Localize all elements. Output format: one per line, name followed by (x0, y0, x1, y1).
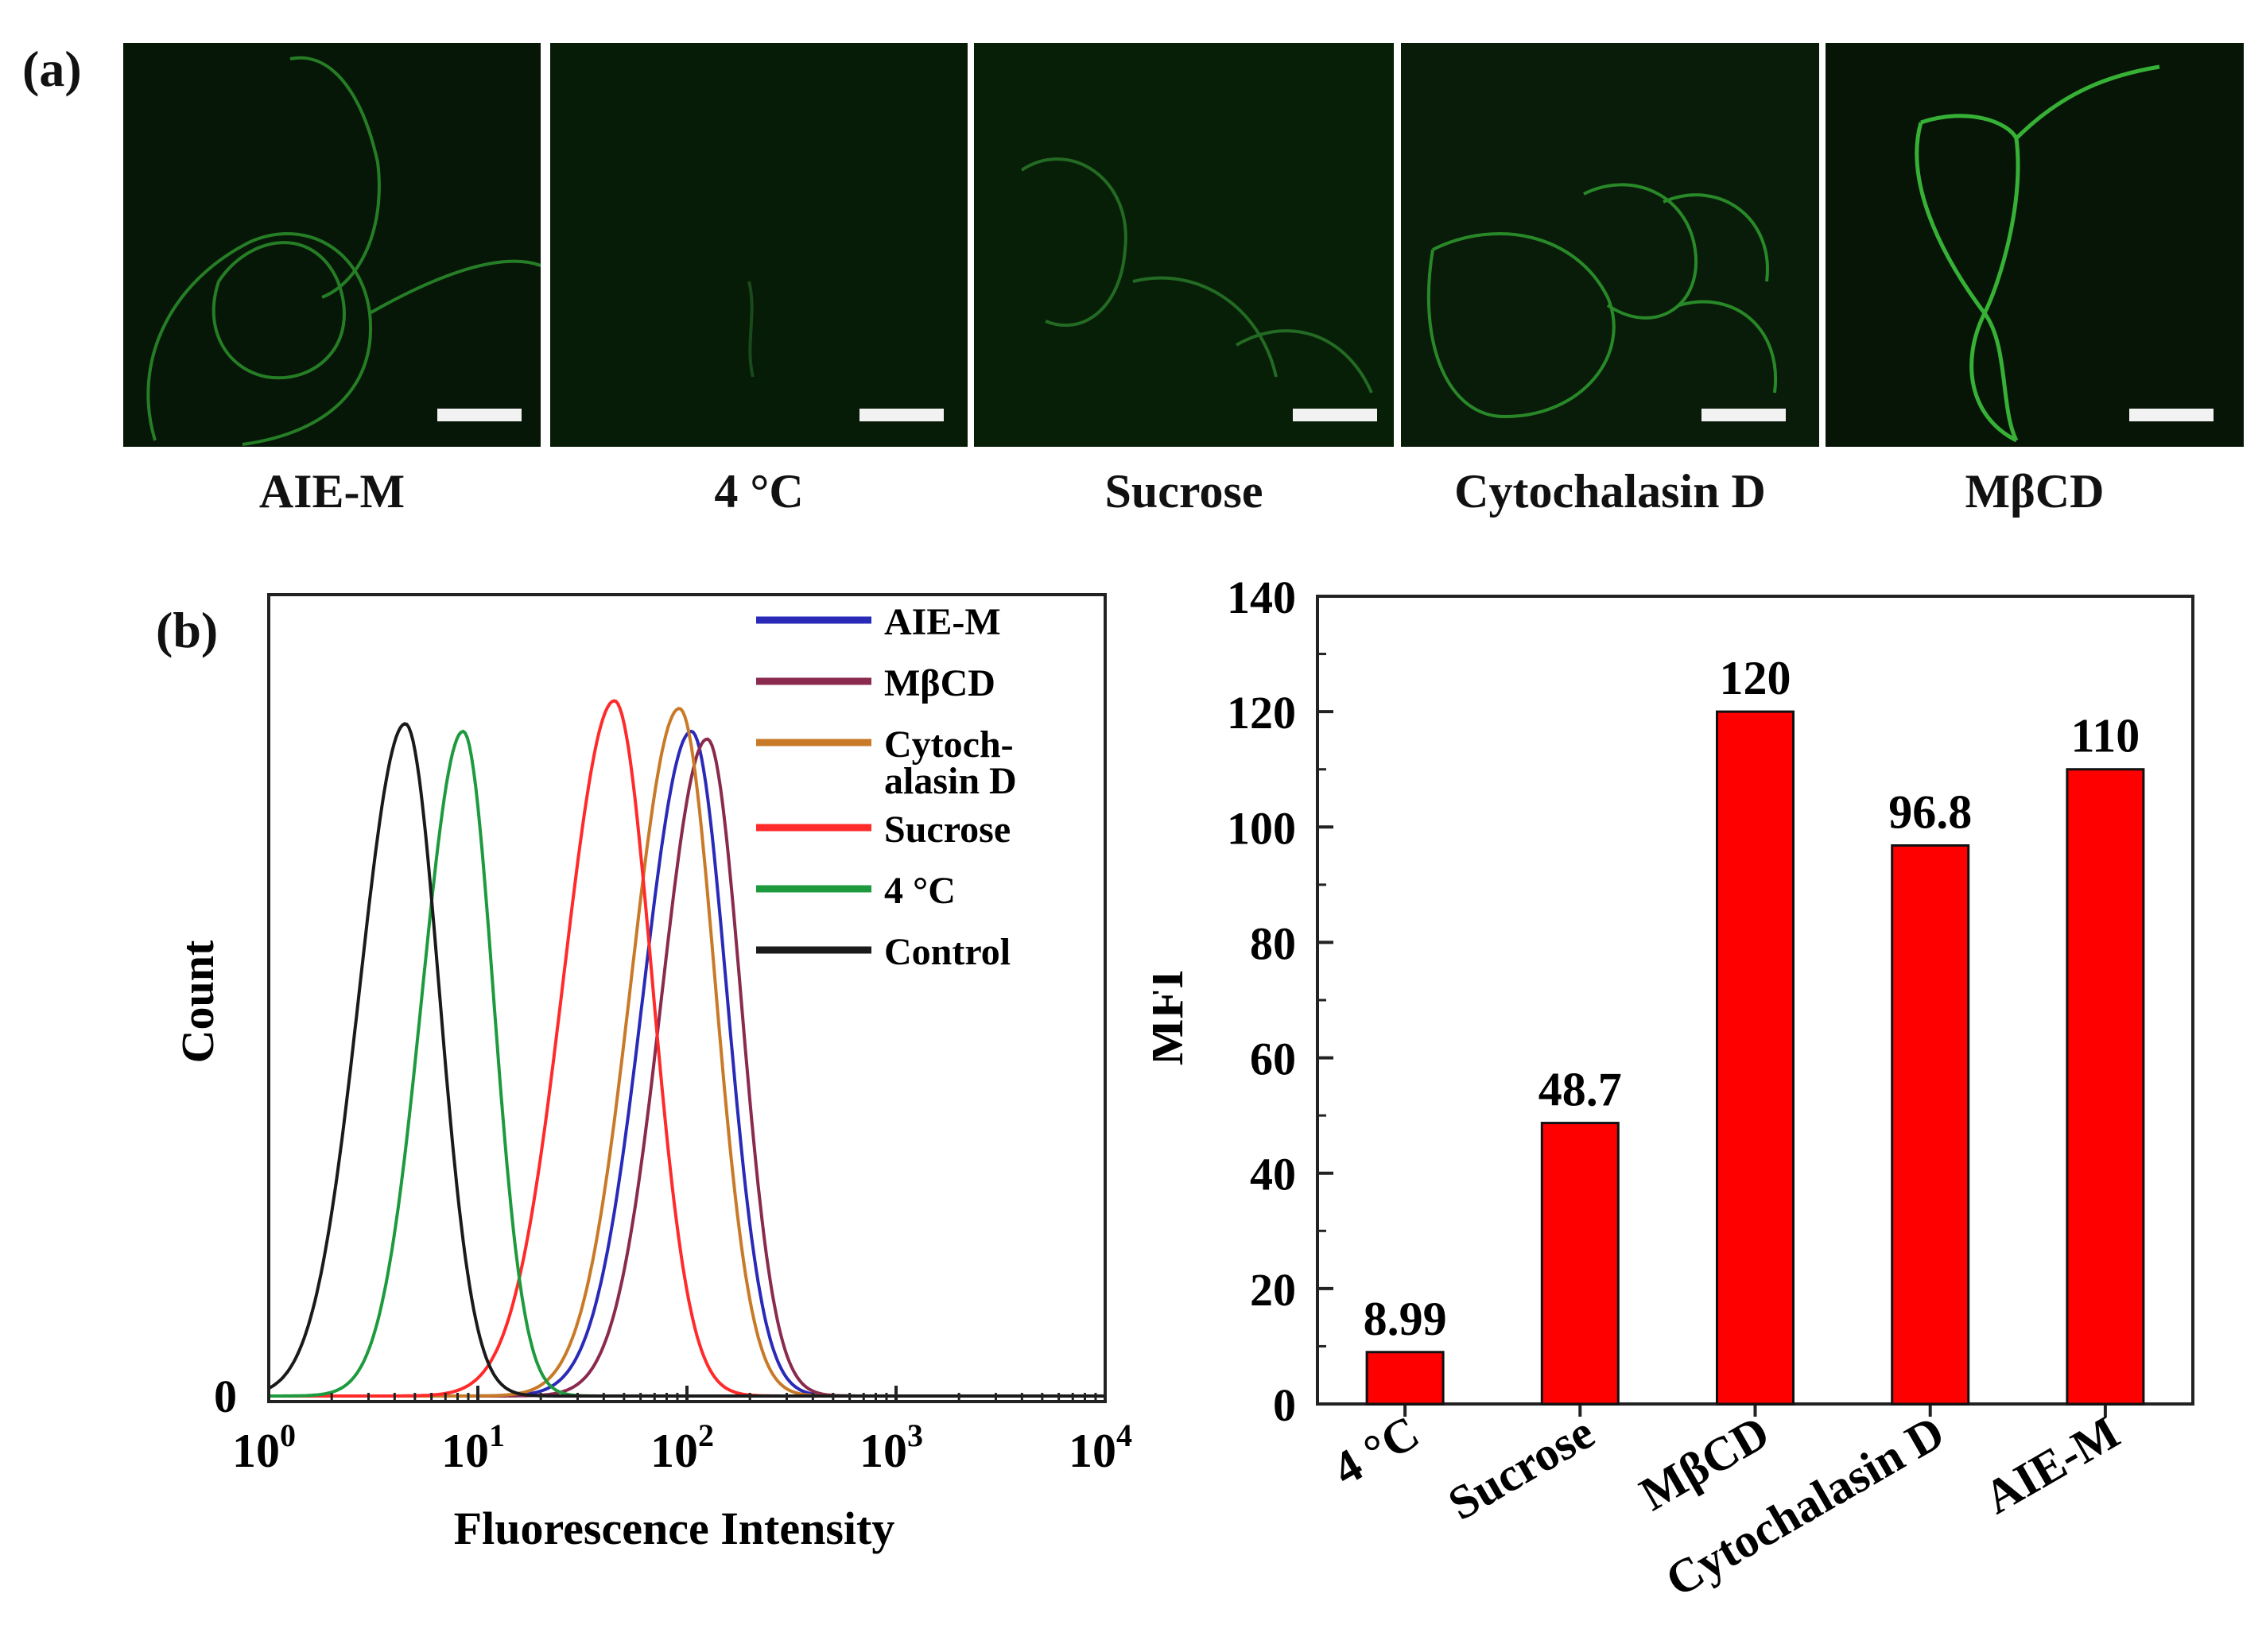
micrograph-label: Cytochalasin D (1454, 465, 1766, 518)
bar-y-tick-label: 120 (1227, 687, 1296, 739)
histogram-x-tick-label: 103 (859, 1417, 923, 1477)
bar (2066, 768, 2145, 1406)
bar-y-tick-label: 140 (1227, 572, 1296, 623)
panel-label-b: (b) (156, 602, 219, 658)
bar-value-label: 8.99 (1364, 1293, 1447, 1345)
legend-entry: Cytoch-alasin D (884, 723, 1017, 802)
bar (1540, 1122, 1620, 1406)
legend-entry: 4 °C (884, 870, 956, 912)
micrograph-label: MβCD (1965, 465, 2105, 518)
histogram-plot-frame (267, 593, 1107, 1403)
micrograph-cytochalasin-d (1401, 43, 1819, 447)
bar-category-label: 4 °C (1324, 1406, 1427, 1495)
histogram-y-axis-label: Count (172, 940, 223, 1063)
bar-y-tick-label: 40 (1250, 1149, 1296, 1200)
bar-category-label: AIE-M (1976, 1406, 2128, 1524)
panel-label-a: (a) (22, 41, 82, 97)
histogram-x-axis-label: Fluorescence Intensity (454, 1503, 895, 1554)
histogram-x-tick-label: 101 (441, 1417, 505, 1477)
bar-y-tick-label: 60 (1250, 1033, 1296, 1085)
bar-value-label: 96.8 (1888, 786, 1972, 839)
micrograph-aie-m (123, 43, 541, 447)
bar (1716, 710, 1795, 1406)
bar (1891, 844, 1970, 1406)
bar-y-axis-label: MFI (1153, 970, 1193, 1066)
micrograph-sucrose (974, 43, 1394, 447)
legend-entry: MβCD (884, 662, 995, 704)
bar-y-tick-label: 0 (1273, 1379, 1296, 1431)
bar-category-label: Sucrose (1440, 1406, 1603, 1530)
histogram-x-tick-label: 100 (232, 1417, 296, 1477)
bar (1365, 1351, 1445, 1406)
micrograph-label: Sucrose (1104, 465, 1263, 518)
bar-value-label: 120 (1720, 652, 1791, 704)
bar-y-tick-label: 80 (1250, 917, 1296, 969)
micrograph-mbcd (1826, 43, 2244, 447)
micrograph-4c (550, 43, 968, 447)
bar-value-label: 48.7 (1538, 1064, 1622, 1116)
bar-value-label: 110 (2071, 710, 2140, 762)
legend-entry: Sucrose (884, 809, 1011, 851)
histogram-x-tick-label: 102 (650, 1417, 714, 1477)
micrograph-label: AIE-M (258, 465, 405, 518)
bar-y-tick-label: 100 (1227, 802, 1296, 854)
bar-y-tick-label: 20 (1250, 1264, 1296, 1316)
histogram-x-tick-label: 104 (1069, 1417, 1132, 1477)
histogram-y-tick-label: 0 (214, 1371, 237, 1422)
legend-entry: AIE-M (884, 601, 1001, 643)
legend-entry: Control (884, 931, 1011, 973)
micrograph-label: 4 °C (714, 465, 804, 518)
histogram-chart: 100 101 102 103 104 0 AIE-M MβCD Cytoch-alasin … (172, 593, 1132, 1554)
